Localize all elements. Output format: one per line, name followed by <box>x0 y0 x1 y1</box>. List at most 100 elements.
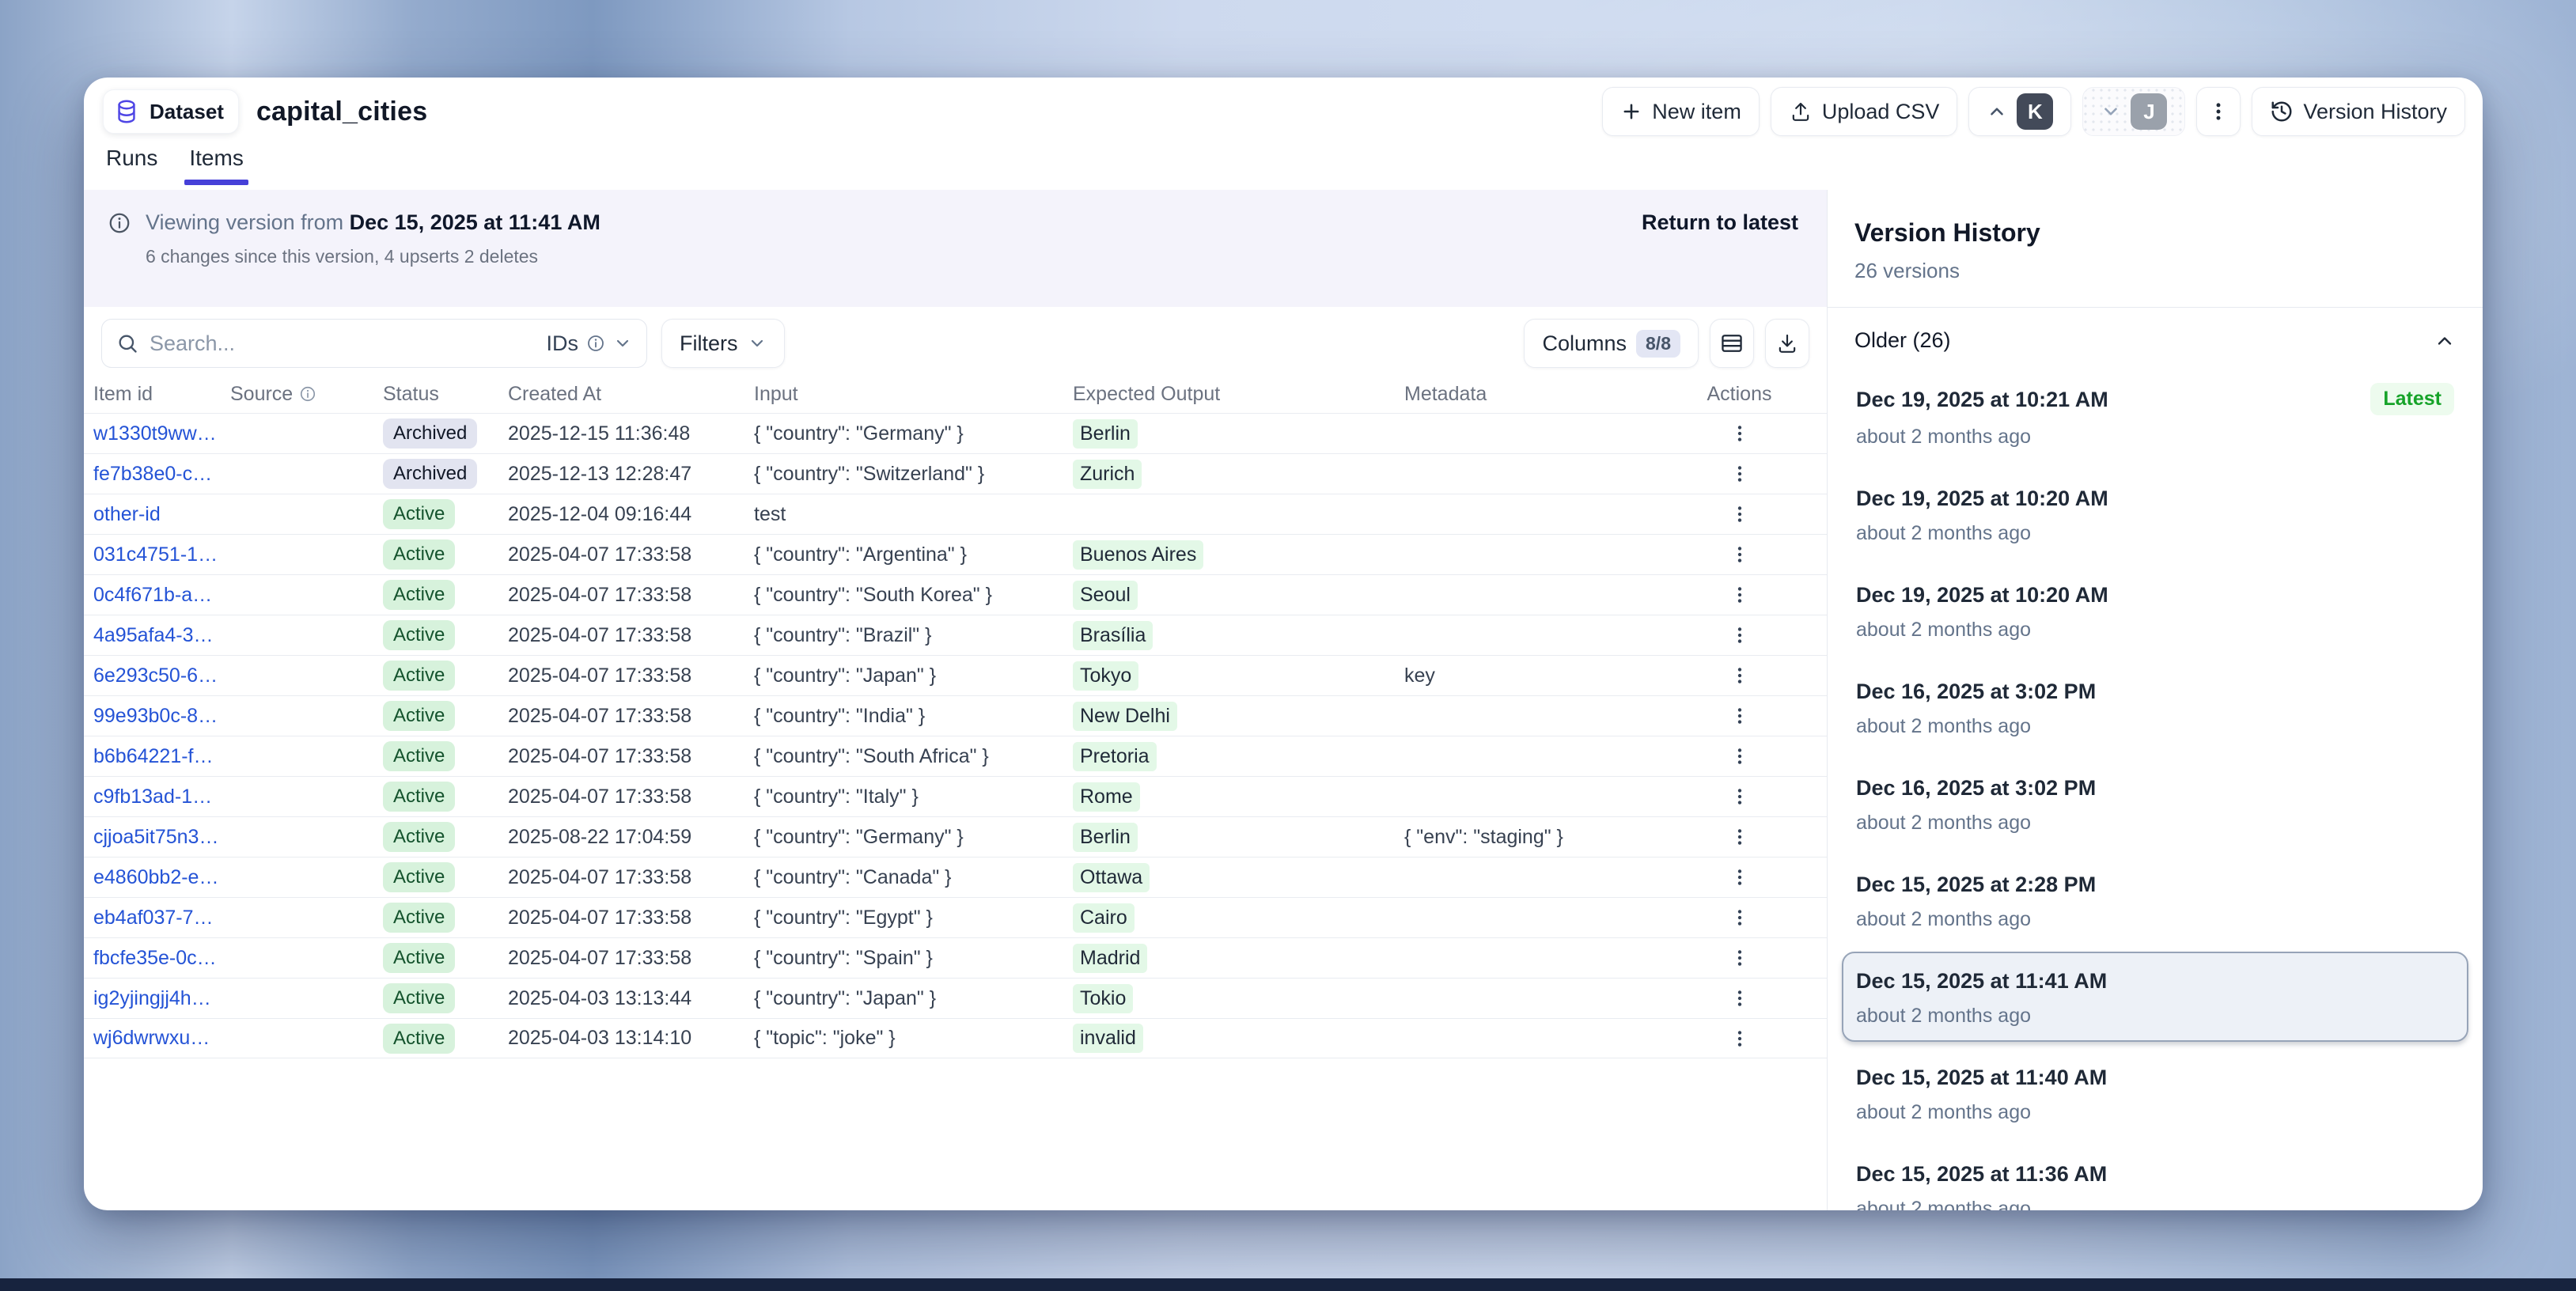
item-id-link[interactable]: wj6dwrwxu6j... <box>93 1027 222 1049</box>
version-group-older[interactable]: Older (26) <box>1828 308 2483 359</box>
ids-filter-dropdown[interactable]: IDs <box>547 331 633 356</box>
created-at-cell: 2025-08-22 17:04:59 <box>508 825 692 848</box>
item-id-link[interactable]: fe7b38e0-ca4... <box>93 462 230 485</box>
row-actions-button[interactable] <box>1660 827 1819 847</box>
table-row[interactable]: wj6dwrwxu6j... Active 2025-04-03 13:14:1… <box>84 1018 1827 1058</box>
item-id-link[interactable]: fbcfe35e-0c8... <box>93 946 225 969</box>
row-actions-button[interactable] <box>1660 746 1819 767</box>
created-at-cell: 2025-04-07 17:33:58 <box>508 623 692 646</box>
column-header-metadata[interactable]: Metadata <box>1404 382 1487 405</box>
input-cell: { "country": "Brazil" } <box>754 623 932 646</box>
download-button[interactable] <box>1765 319 1809 368</box>
row-actions-button[interactable] <box>1660 585 1819 605</box>
dots-vertical-icon <box>1729 706 1750 726</box>
item-id-link[interactable]: 0c4f671b-ac5... <box>93 583 230 606</box>
upload-csv-button[interactable]: Upload CSV <box>1770 87 1958 136</box>
row-actions-button[interactable] <box>1660 665 1819 686</box>
status-cell: Active <box>383 862 508 892</box>
header-overflow-button[interactable] <box>2196 87 2241 136</box>
version-list-item[interactable]: Dec 16, 2025 at 3:02 PM about 2 months a… <box>1842 662 2468 752</box>
table-row[interactable]: fbcfe35e-0c8... Active 2025-04-07 17:33:… <box>84 937 1827 978</box>
tab-runs[interactable]: Runs <box>106 146 158 170</box>
version-list-item[interactable]: Dec 15, 2025 at 11:36 AM about 2 months … <box>1842 1145 2468 1210</box>
table-row[interactable]: 4a95afa4-3b... Active 2025-04-07 17:33:5… <box>84 615 1827 655</box>
item-id-link[interactable]: 031c4751-13... <box>93 543 225 566</box>
search-box[interactable]: IDs <box>101 319 647 368</box>
item-id-link[interactable]: eb4af037-791... <box>93 906 230 929</box>
status-badge: Active <box>383 822 456 852</box>
table-row[interactable]: 031c4751-13... Active 2025-04-07 17:33:5… <box>84 534 1827 574</box>
column-header-status[interactable]: Status <box>383 382 439 405</box>
version-history-button[interactable]: Version History <box>2252 87 2465 136</box>
version-list-item[interactable]: Dec 15, 2025 at 11:40 AM about 2 months … <box>1842 1048 2468 1138</box>
columns-button[interactable]: Columns 8/8 <box>1524 319 1699 368</box>
column-header-expected-output[interactable]: Expected Output <box>1073 382 1221 405</box>
table-row[interactable]: 6e293c50-6b... Active 2025-04-07 17:33:5… <box>84 655 1827 695</box>
column-header-item-id[interactable]: Item id <box>93 382 153 405</box>
row-actions-button[interactable] <box>1660 544 1819 565</box>
version-list-item[interactable]: Dec 19, 2025 at 10:20 AM about 2 months … <box>1842 566 2468 656</box>
new-item-button[interactable]: New item <box>1602 87 1760 136</box>
table-row[interactable]: 99e93b0c-88... Active 2025-04-07 17:33:5… <box>84 695 1827 736</box>
item-id-link[interactable]: e4860bb2-e4... <box>93 865 227 888</box>
version-history-label: Version History <box>2303 99 2447 123</box>
table-row[interactable]: w1330t9ww1a... Archived 2025-12-15 11:36… <box>84 413 1827 453</box>
chevron-down-icon <box>748 334 767 353</box>
primary-user-collapse-button[interactable]: K <box>1968 87 2072 136</box>
version-list-item[interactable]: Dec 16, 2025 at 3:02 PM about 2 months a… <box>1842 759 2468 849</box>
row-density-button[interactable] <box>1710 319 1754 368</box>
version-list-item[interactable]: Dec 19, 2025 at 10:21 AM Latest about 2 … <box>1842 367 2468 463</box>
table-row[interactable]: other-id Active 2025-12-04 09:16:44 test <box>84 494 1827 534</box>
column-header-source[interactable]: Source <box>230 383 383 406</box>
row-actions-button[interactable] <box>1660 625 1819 646</box>
version-list-item[interactable]: Dec 15, 2025 at 2:28 PM about 2 months a… <box>1842 855 2468 945</box>
table-row[interactable]: eb4af037-791... Active 2025-04-07 17:33:… <box>84 897 1827 937</box>
status-badge: Active <box>383 701 456 731</box>
latest-badge: Latest <box>2370 383 2454 415</box>
item-id-link[interactable]: 4a95afa4-3b... <box>93 623 222 646</box>
row-actions-button[interactable] <box>1660 786 1819 807</box>
table-row[interactable]: 0c4f671b-ac5... Active 2025-04-07 17:33:… <box>84 574 1827 615</box>
row-actions-button[interactable] <box>1660 464 1819 484</box>
row-actions-button[interactable] <box>1660 706 1819 726</box>
table-row[interactable]: e4860bb2-e4... Active 2025-04-07 17:33:5… <box>84 857 1827 897</box>
table-row[interactable]: cjjoa5it75n3jr... Active 2025-08-22 17:0… <box>84 816 1827 857</box>
table-row[interactable]: b6b64221-f9... Active 2025-04-07 17:33:5… <box>84 736 1827 776</box>
item-id-link[interactable]: ig2yjingjj4hql... <box>93 986 223 1009</box>
column-header-created-at[interactable]: Created At <box>508 382 602 405</box>
expected-output-cell: Berlin <box>1073 822 1404 852</box>
status-badge: Active <box>383 620 456 650</box>
row-actions-button[interactable] <box>1660 948 1819 968</box>
row-actions-button[interactable] <box>1660 867 1819 888</box>
info-icon <box>108 211 131 235</box>
item-id-link[interactable]: w1330t9ww1a... <box>93 422 230 445</box>
row-actions-button[interactable] <box>1660 988 1819 1009</box>
version-list-item[interactable]: Dec 15, 2025 at 11:41 AM about 2 months … <box>1842 952 2468 1042</box>
item-id-link[interactable]: cjjoa5it75n3jr... <box>93 825 225 848</box>
filters-button[interactable]: Filters <box>661 319 785 368</box>
table-row[interactable]: c9fb13ad-18ff... Active 2025-04-07 17:33… <box>84 776 1827 816</box>
table-row[interactable]: fe7b38e0-ca4... Archived 2025-12-13 12:2… <box>84 453 1827 494</box>
secondary-user-expand-button[interactable]: J <box>2082 87 2186 136</box>
row-actions-button[interactable] <box>1660 907 1819 928</box>
status-badge: Active <box>383 580 456 610</box>
version-list-item[interactable]: Dec 19, 2025 at 10:20 AM about 2 months … <box>1842 469 2468 559</box>
search-input[interactable] <box>150 331 536 356</box>
column-header-input[interactable]: Input <box>754 382 798 405</box>
row-actions-button[interactable] <box>1660 1028 1819 1049</box>
item-id-link[interactable]: b6b64221-f9... <box>93 744 222 767</box>
row-actions-button[interactable] <box>1660 504 1819 524</box>
dots-vertical-icon <box>1729 746 1750 767</box>
item-id-link[interactable]: 6e293c50-6b... <box>93 664 225 687</box>
expected-output-cell: Tokyo <box>1073 661 1404 691</box>
return-to-latest-link[interactable]: Return to latest <box>1641 210 1798 234</box>
item-id-link[interactable]: other-id <box>93 502 161 525</box>
row-actions-button[interactable] <box>1660 423 1819 444</box>
item-id-link[interactable]: c9fb13ad-18ff... <box>93 785 230 808</box>
input-cell: test <box>754 502 786 525</box>
table-row[interactable]: ig2yjingjj4hql... Active 2025-04-03 13:1… <box>84 978 1827 1018</box>
tab-items[interactable]: Items <box>184 146 249 185</box>
created-at-cell: 2025-12-04 09:16:44 <box>508 502 692 525</box>
expected-output-value: Rome <box>1073 782 1140 812</box>
item-id-link[interactable]: 99e93b0c-88... <box>93 704 225 727</box>
